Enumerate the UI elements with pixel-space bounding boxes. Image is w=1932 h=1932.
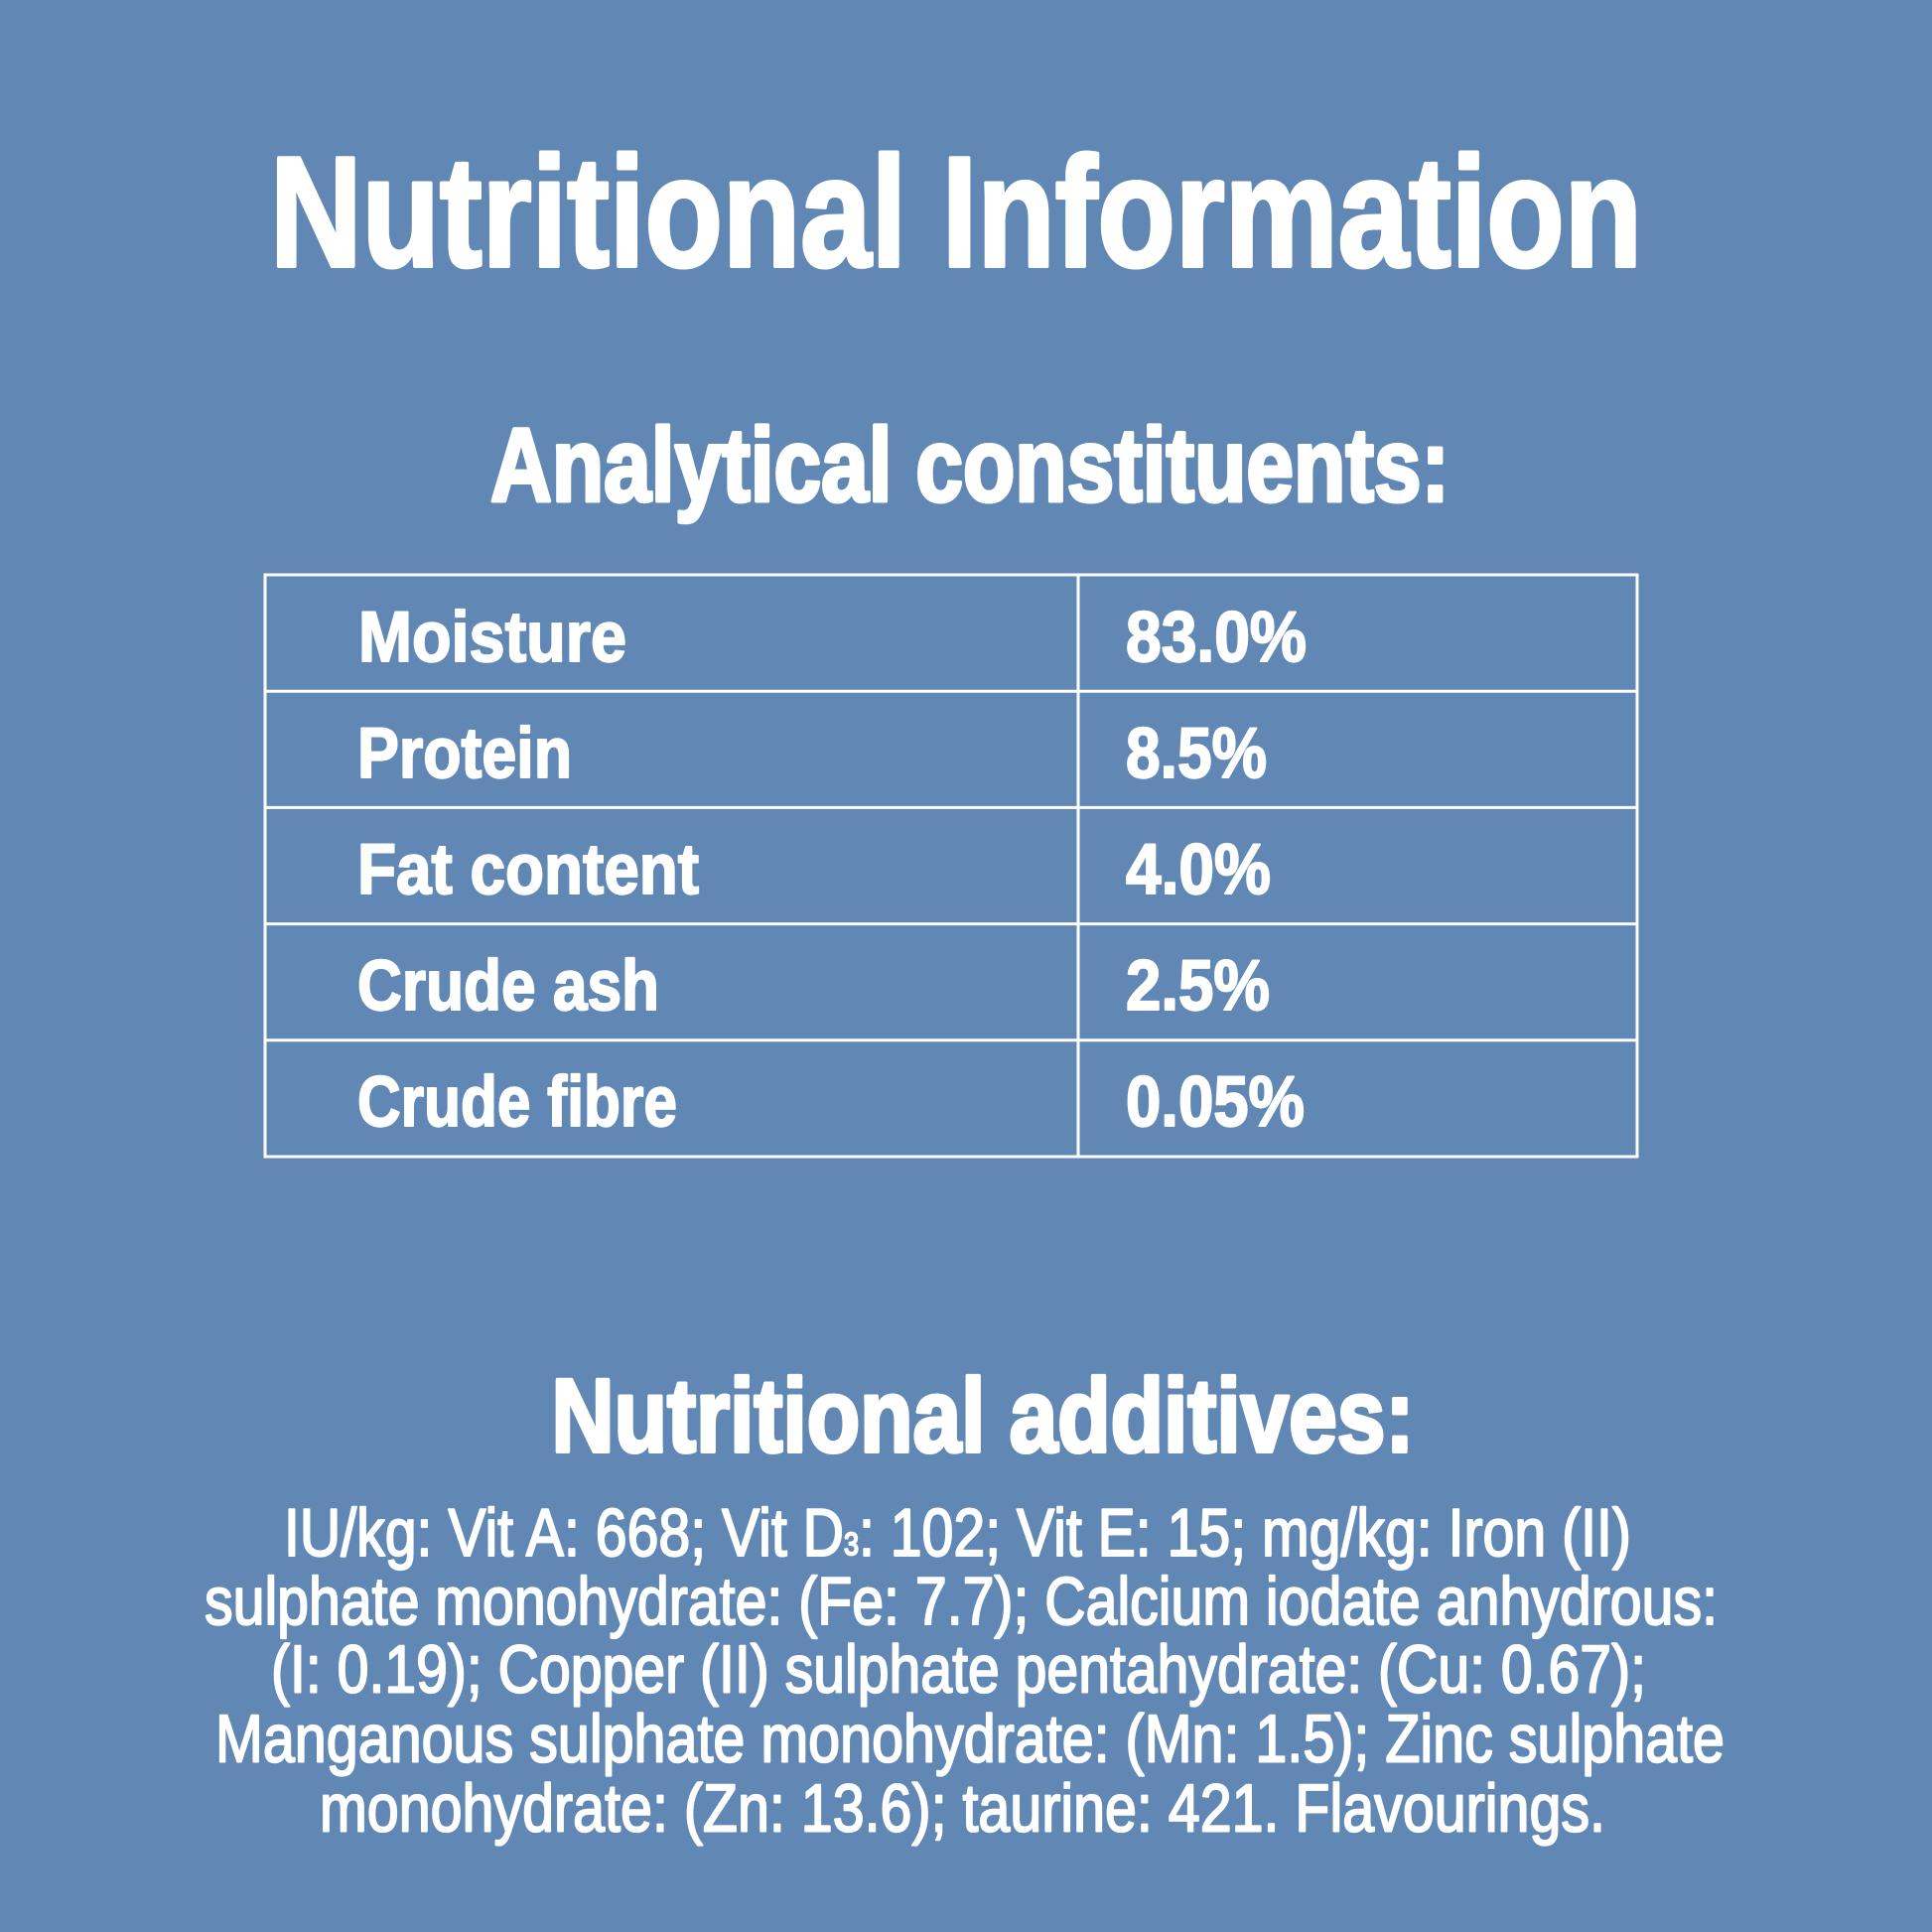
svg-text:Nutritional Information: Nutritional Information (270, 125, 1642, 300)
svg-text:Moisture: Moisture (358, 598, 626, 677)
svg-text:sulphate monohydrate: (Fe: 7.7: sulphate monohydrate: (Fe: 7.7); Calcium… (205, 1564, 1718, 1639)
svg-text:83.0%: 83.0% (1126, 598, 1307, 677)
svg-text:(I: 0.19); Copper (II) sulphat: (I: 0.19); Copper (II) sulphate pentahyd… (271, 1632, 1646, 1708)
svg-text:monohydrate: (Zn: 13.6); tauri: monohydrate: (Zn: 13.6); taurine: 421. F… (320, 1771, 1605, 1847)
svg-text:0.05%: 0.05% (1126, 1062, 1305, 1142)
svg-text:Nutritional additives:: Nutritional additives: (552, 1358, 1415, 1474)
svg-text:Analytical constituents:: Analytical constituents: (490, 408, 1449, 524)
svg-text:8.5%: 8.5% (1126, 714, 1267, 793)
svg-text:Crude fibre: Crude fibre (357, 1062, 677, 1142)
svg-text:4.0%: 4.0% (1126, 830, 1271, 909)
svg-text:Crude ash: Crude ash (357, 946, 659, 1026)
svg-text:2.5%: 2.5% (1126, 946, 1270, 1026)
svg-text:IU/kg: Vit A: 668; Vit D3: 102: IU/kg: Vit A: 668; Vit D3: 102; Vit E: 1… (284, 1495, 1631, 1571)
svg-text:Protein: Protein (357, 714, 572, 793)
svg-text:Manganous sulphate monohydrate: Manganous sulphate monohydrate: (Mn: 1.5… (215, 1702, 1725, 1777)
svg-text:Fat content: Fat content (357, 830, 699, 909)
